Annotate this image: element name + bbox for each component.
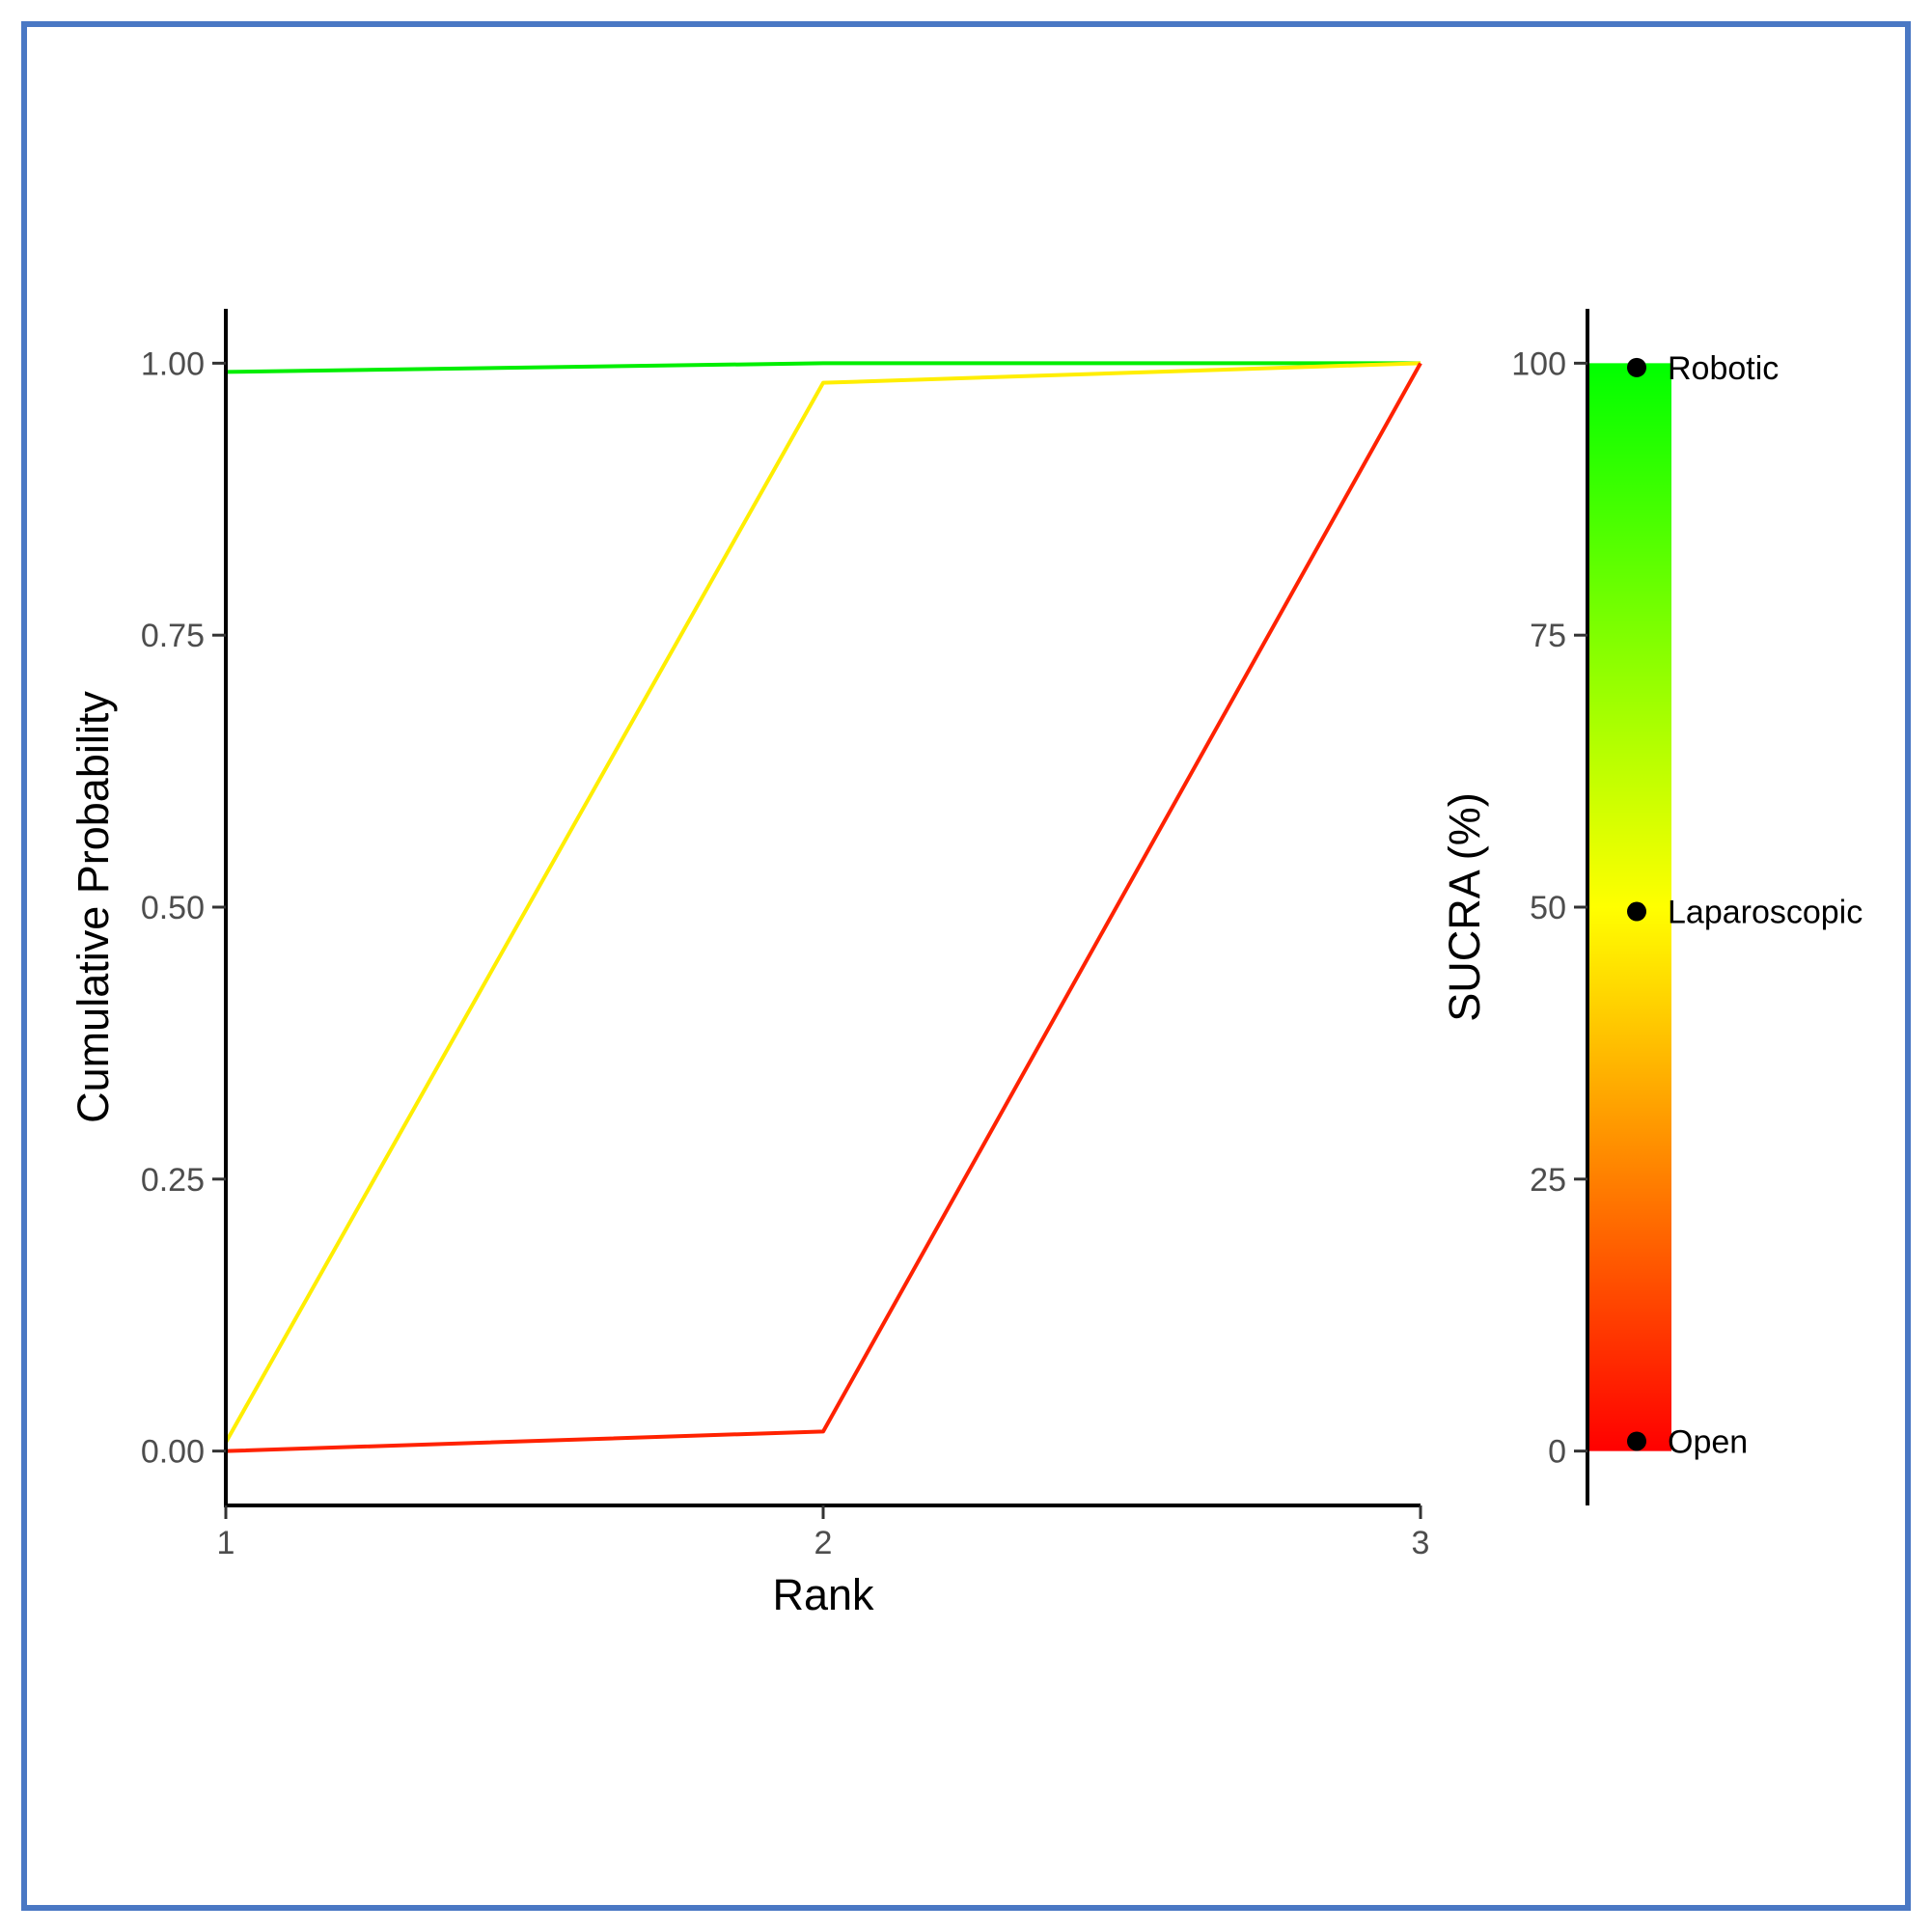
sucra-point-label: Open	[1668, 1423, 1748, 1460]
cumulative-probability-panel: 0.00 0.25 0.50 0.75 1.00 1 2 3 Rank Cumulative…	[69, 309, 1429, 1619]
y-axis-title: Cumulative Probability	[69, 691, 118, 1123]
y-tick-label: 1.00	[141, 345, 205, 382]
sucra-point-label: Laparoscopic	[1668, 895, 1863, 931]
sucra-tick-label: 100	[1511, 345, 1566, 382]
sucra-tick-label: 0	[1548, 1434, 1566, 1471]
sucra-point	[1627, 901, 1646, 922]
sucra-point	[1627, 1431, 1646, 1451]
sucra-point-label: Robotic	[1668, 350, 1779, 387]
x-axis-title: Rank	[772, 1570, 874, 1619]
series-line	[225, 362, 1422, 1453]
series-lines	[224, 361, 1422, 1453]
series-line	[225, 361, 1421, 374]
y-axis-ticks: 0.00 0.25 0.50 0.75 1.00	[141, 345, 226, 1471]
y-tick-label: 0.75	[141, 618, 205, 654]
series-line	[224, 361, 1421, 1444]
x-axis-ticks: 1 2 3	[217, 1505, 1430, 1561]
sucra-point	[1627, 357, 1646, 377]
sucra-axis-title: SUCRA (%)	[1440, 792, 1489, 1022]
y-tick-label: 0.25	[141, 1162, 205, 1199]
x-tick-label: 2	[814, 1525, 833, 1561]
sucra-tick-label: 75	[1530, 618, 1566, 654]
y-tick-label: 0.50	[141, 890, 205, 926]
sucra-axis-ticks: 0 25 50 75 100	[1511, 345, 1587, 1471]
x-tick-label: 3	[1412, 1525, 1430, 1561]
y-tick-label: 0.00	[141, 1434, 205, 1471]
sucra-panel: 0 25 50 75 100 Robotic Laparoscopic Open SUCRA…	[1440, 309, 1863, 1505]
sucra-points: Robotic Laparoscopic Open	[1627, 350, 1863, 1460]
sucra-tick-label: 50	[1530, 890, 1566, 926]
x-tick-label: 1	[217, 1525, 235, 1561]
sucra-tick-label: 25	[1530, 1162, 1566, 1199]
